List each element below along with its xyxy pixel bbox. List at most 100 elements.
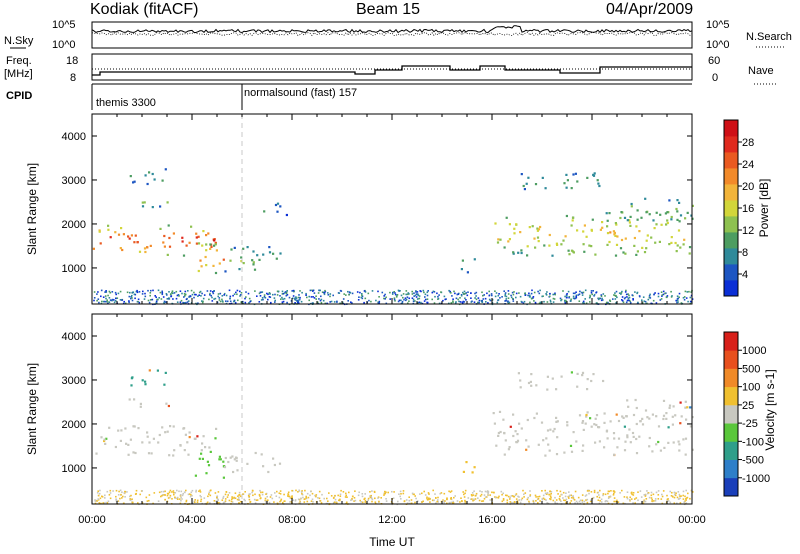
velocity-noise-cell [141,490,143,492]
power-cell [566,179,569,182]
power-noise-cell [427,290,429,292]
power-noise-cell [329,293,332,295]
power-cell [551,254,554,257]
power-noise-cell [327,292,329,294]
power-noise-cell [109,291,112,294]
velocity-cell [147,452,151,455]
power-cell [620,211,623,214]
power-cell [666,221,669,225]
power-noise-cell [166,298,169,300]
power-noise-cell [240,292,243,294]
velocity-cell [105,437,108,440]
velocity-cell [129,438,132,441]
velocity-noise-cell [483,494,486,496]
velocity-noise-cell [435,497,437,499]
velocity-colorbar-tick-label: -100 [742,436,764,448]
power-colorbar-tick-label: 20 [742,181,754,193]
velocity-noise-cell [542,497,545,500]
velocity-cell [103,439,106,443]
power-noise-cell [450,292,452,294]
power-noise-cell [133,293,136,296]
velocity-noise-cell [533,501,535,504]
velocity-noise-cell [385,498,387,500]
velocity-noise-cell [146,500,149,502]
power-noise-cell [161,293,164,296]
power-noise-cell [662,293,665,296]
velocity-noise-cell [271,497,274,500]
power-noise-cell [438,294,440,296]
power-noise-cell [501,296,503,298]
power-noise-cell [210,294,212,297]
velocity-noise-cell [303,498,306,500]
power-cell [181,236,184,239]
velocity-noise-cell [239,500,242,503]
velocity-noise-cell [179,494,182,497]
power-cell [460,268,463,271]
velocity-noise-cell [226,496,229,498]
velocity-cell [651,450,654,453]
power-noise-cell [414,294,417,297]
velocity-cell [215,427,218,430]
velocity-noise-cell [200,498,203,501]
power-noise-cell [417,293,419,296]
velocity-cell [613,453,616,456]
power-x-axis [91,114,693,304]
velocity-noise-cell [574,490,577,493]
velocity-cell [231,455,234,458]
velocity-cell [635,437,638,441]
velocity-cell [626,399,629,402]
power-noise-cell [564,295,566,298]
velocity-noise-cell [539,500,541,502]
velocity-noise-cell [410,499,413,501]
power-noise-cell [285,292,288,295]
power-cell [276,210,279,213]
velocity-noise-cell [604,493,607,496]
velocity-noise-cell [179,498,181,500]
velocity-noise-cell [522,489,524,492]
velocity-cell [603,421,606,424]
velocity-cell [222,476,225,479]
power-cell [606,243,609,246]
power-cell [213,244,216,247]
power-noise-cell [477,297,480,299]
velocity-noise-cell [357,494,360,497]
power-noise-cell [371,290,374,292]
velocity-cell [546,429,550,432]
velocity-noise-cell [231,498,233,501]
velocity-noise-cell [459,501,461,503]
velocity-cell [616,446,619,449]
power-noise-cell [105,290,107,292]
power-noise-cell [437,297,440,300]
velocity-noise-cell [339,493,342,496]
power-noise-cell [361,293,363,295]
power-cell [163,245,166,248]
velocity-noise-cell [446,497,448,499]
velocity-noise-cell [424,494,427,496]
power-noise-cell [497,294,500,297]
power-noise-cell [662,290,665,293]
power-noise-cell [202,300,204,303]
cpid-label: CPID [6,90,32,102]
power-noise-cell [268,292,271,295]
velocity-noise-cell [373,490,376,493]
power-noise-cell [198,294,200,296]
power-noise-cell [394,293,397,296]
velocity-noise-cell [400,493,402,495]
velocity-cell [139,402,142,405]
power-noise-cell [171,290,174,292]
power-noise-cell [292,295,295,297]
power-noise-cell [612,298,614,300]
power-cell [576,180,579,183]
power-noise-cell [274,293,276,296]
power-noise-cell [504,300,506,302]
velocity-noise-cell [682,498,685,500]
velocity-noise-cell [604,500,607,503]
velocity-noise-cell [361,493,364,495]
velocity-noise-cell [345,494,347,497]
velocity-noise-cell [294,500,297,502]
power-colorbar-tick-label: 12 [742,225,754,237]
power-noise-cell [318,289,321,292]
power-noise-cell [433,291,436,293]
power-cell [205,234,208,237]
power-noise-cell [113,301,116,304]
